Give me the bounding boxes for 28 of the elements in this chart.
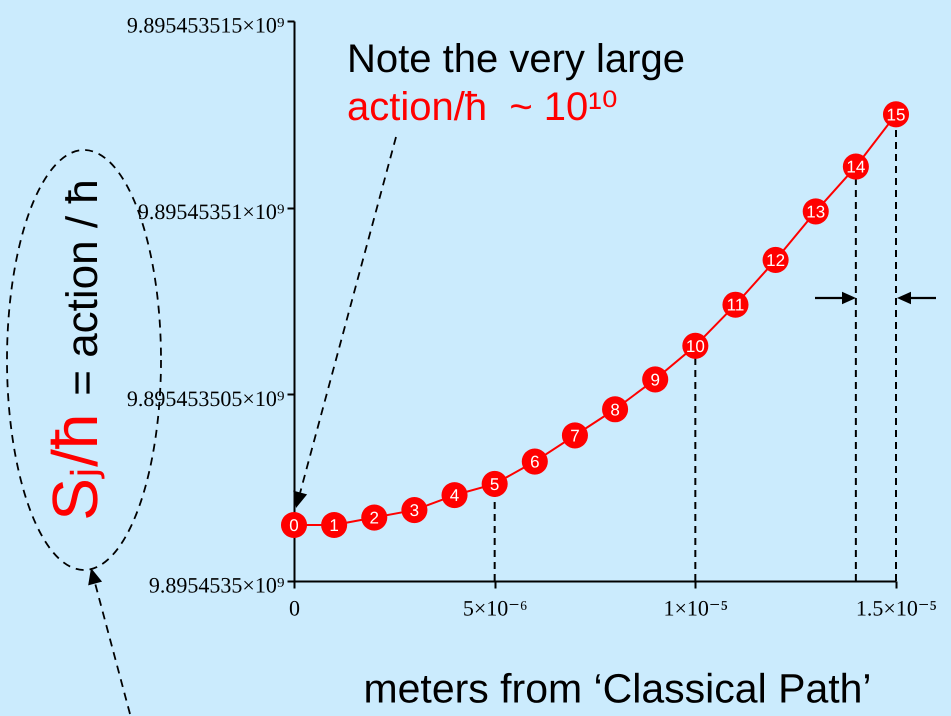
y-tick-label: 9.895453505×10⁹ (126, 386, 285, 411)
x-tick-label: 5×10⁻⁶ (462, 596, 528, 620)
annotation: 3 (410, 501, 420, 520)
y-tick-label: 9.895453515×10⁹ (126, 12, 285, 38)
annotation: 5 (490, 474, 500, 494)
x-tick-label: 0 (289, 596, 300, 620)
annotation: 10 (686, 336, 705, 356)
y-tick-label: 9.89545351×10⁹ (138, 199, 285, 224)
annotation: 8 (610, 400, 620, 420)
y-axis-title: Sⱼ/ħ = action / ħ (39, 179, 111, 521)
annotation: 0 (289, 516, 299, 535)
x-axis-title: meters from ‘Classical Path’ (363, 666, 872, 712)
annotation: 13 (806, 202, 826, 222)
annotation: 15 (886, 105, 906, 124)
y-tick-label: 9.8954535×10⁹ (148, 572, 285, 598)
x-tick-label: 1.5×10⁻⁵ (856, 596, 938, 620)
annotation: 11 (726, 296, 744, 315)
annotation: 2 (370, 508, 379, 528)
annotation: action/ħ ~ 10¹⁰ (347, 85, 618, 129)
annotation: 6 (530, 452, 540, 472)
annotation: 12 (766, 250, 786, 270)
annotation: 14 (846, 158, 866, 177)
annotation: 7 (570, 426, 580, 446)
annotation: 4 (450, 486, 460, 506)
annotation: 1 (329, 516, 339, 535)
x-tick-label: 1×10⁻⁵ (663, 596, 728, 620)
annotation: Note the very large (347, 37, 685, 81)
annotation: 9 (650, 370, 660, 390)
